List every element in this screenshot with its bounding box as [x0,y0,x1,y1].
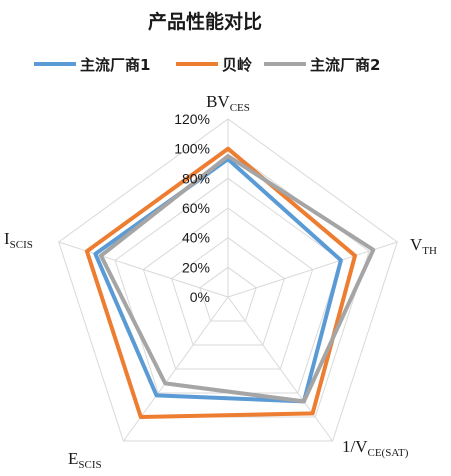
series-line-1 [84,146,357,419]
axis-label-3: ESCIS [68,449,102,471]
grid-ring-1 [199,266,257,322]
tick-label-6: 120% [174,111,210,127]
grid-ring-3 [142,207,314,370]
series-line-2 [99,154,376,404]
legend-label-1: 贝岭 [222,56,252,74]
radial-tick-labels: 0% 20% 40% 60% 80% 100% 120% [174,111,210,305]
spoke-1 [227,241,398,298]
axis-label-1: VTH [410,235,437,257]
legend-label-0: 主流厂商1 [80,56,150,74]
tick-label-5: 100% [174,141,210,157]
chart-title: 产品性能对比 [148,10,262,33]
spoke-2 [227,296,334,442]
tick-label-0: 0% [190,289,210,305]
axis-label-0: BVCES [206,92,250,114]
tick-label-3: 60% [182,200,210,216]
tick-label-2: 40% [182,230,210,246]
legend: 主流厂商1 贝岭 主流厂商2 [34,56,380,74]
grid-ring-6 [58,118,398,442]
series-line-0 [93,157,343,404]
radar-series [84,146,376,419]
tick-label-1: 20% [182,259,210,275]
axis-label-4: ISCIS [4,229,33,251]
legend-label-2: 主流厂商2 [310,56,380,74]
tick-label-4: 80% [182,170,210,186]
grid-ring-2 [171,237,285,346]
axis-label-2: 1/VCE(SAT) [342,437,409,459]
